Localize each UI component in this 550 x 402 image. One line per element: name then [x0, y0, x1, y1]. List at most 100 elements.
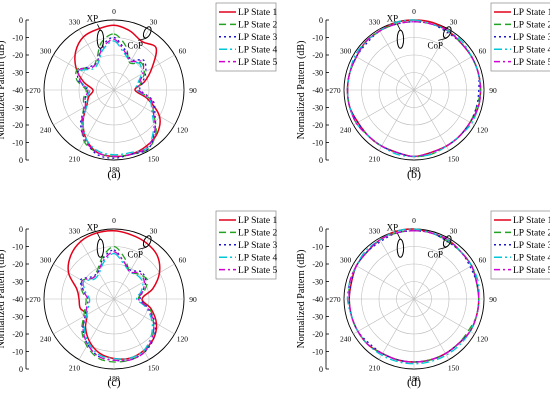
xp-annotation: XP — [387, 13, 399, 23]
angle-tick-label: 330 — [369, 227, 381, 236]
angle-tick-label: 300 — [340, 256, 352, 265]
legend-label-3: LP State 3 — [238, 241, 277, 251]
angle-tick-label: 150 — [148, 363, 160, 372]
angle-tick-label: 180 — [108, 165, 120, 174]
grid-spoke — [113, 298, 175, 335]
y-axis-title: Normalized Pattern (dB) — [296, 41, 307, 140]
radial-tick-label: 0 — [319, 225, 323, 234]
radial-tick-label: -10 — [12, 34, 23, 43]
angle-tick-label: 30 — [450, 227, 458, 236]
grid-spoke — [113, 89, 150, 151]
radial-tick-label: -40 — [12, 295, 23, 304]
y-axis-title: Normalized Pattern (dB) — [296, 250, 307, 349]
series-curve-5 — [348, 230, 480, 363]
legend-label-2: LP State 2 — [513, 229, 550, 239]
panel-label: (a) — [107, 167, 120, 181]
radial-tick-label: -20 — [312, 121, 323, 130]
grid-spoke — [413, 298, 450, 360]
angle-tick-label: 210 — [369, 154, 381, 163]
radial-tick-label: -30 — [312, 104, 323, 113]
angle-tick-label: 0 — [412, 7, 416, 16]
grid-spoke — [78, 29, 115, 91]
radial-tick-label: -30 — [12, 69, 23, 78]
angle-tick-label: 330 — [369, 18, 381, 27]
angle-tick-label: 330 — [69, 18, 81, 27]
angle-tick-label: 90 — [189, 295, 197, 304]
angle-tick-label: 240 — [40, 335, 52, 344]
grid-spoke — [78, 238, 115, 300]
legend-label-5: LP State 5 — [238, 58, 277, 68]
radial-tick-label: 0 — [19, 156, 23, 165]
legend-label-3: LP State 3 — [238, 33, 277, 43]
grid-spoke — [78, 298, 115, 360]
series-curve-4 — [78, 40, 155, 156]
angle-tick-label: 30 — [150, 227, 158, 236]
xp-leader-line — [97, 24, 101, 31]
angle-tick-label: 0 — [412, 216, 416, 225]
panel-label: (d) — [407, 375, 421, 389]
angle-tick-label: 240 — [40, 126, 52, 135]
radial-tick-label: -10 — [312, 34, 323, 43]
grid-spoke — [378, 298, 415, 360]
cop-annotation: CoP — [427, 249, 443, 259]
angle-tick-label: 270 — [329, 295, 341, 304]
polar-chart-1: 0 30 60 90 120 150 180 210 240 270 300 330 0 0 -10 -10 -… — [0, 2, 277, 181]
legend-label-4: LP State 4 — [513, 253, 550, 263]
y-axis-title: Normalized Pattern (dB) — [0, 41, 7, 140]
radial-tick-label: -20 — [312, 51, 323, 60]
angle-tick-label: 300 — [40, 47, 52, 56]
panel-label: (c) — [107, 375, 120, 389]
legend-label-2: LP State 2 — [513, 21, 550, 31]
legend-label-3: LP State 3 — [513, 33, 550, 43]
legend: LP State 1 LP State 2 LP State 3 LP State 4… — [490, 2, 550, 72]
angle-tick-label: 210 — [69, 363, 81, 372]
grid-spoke — [113, 89, 175, 126]
cop-leader-line — [138, 247, 147, 250]
cop-annotation: CoP — [127, 249, 143, 259]
radial-tick-label: -20 — [12, 260, 23, 269]
radial-tick-label: -30 — [312, 313, 323, 322]
angle-tick-label: 270 — [29, 86, 41, 95]
angle-tick-label: 180 — [108, 374, 120, 383]
grid-spoke — [413, 89, 475, 126]
series-curve-3 — [348, 230, 480, 363]
angle-tick-label: 150 — [148, 154, 160, 163]
grid-spoke — [413, 298, 475, 335]
radial-tick-label: -10 — [312, 243, 323, 252]
angle-tick-label: 30 — [450, 18, 458, 27]
cop-marker-ellipse — [142, 26, 152, 39]
grid-spoke — [353, 298, 415, 335]
radial-tick-label: -10 — [12, 348, 23, 357]
grid-spoke — [378, 238, 415, 300]
angle-tick-label: 90 — [189, 86, 197, 95]
radial-tick-label: -20 — [12, 330, 23, 339]
radial-tick-label: -40 — [12, 86, 23, 95]
polar-chart-3: 0 30 60 90 120 150 180 210 240 270 300 330 0 0 -10 -10 -… — [0, 210, 277, 389]
legend-label-2: LP State 2 — [238, 229, 277, 239]
cop-leader-line — [438, 247, 447, 250]
angle-tick-label: 210 — [69, 154, 81, 163]
angle-tick-label: 120 — [177, 126, 189, 135]
xp-leader-line — [397, 233, 401, 240]
series-curve-4 — [82, 252, 154, 360]
grid-spoke — [353, 263, 415, 300]
angle-tick-label: 240 — [340, 335, 352, 344]
angle-tick-label: 210 — [369, 363, 381, 372]
legend-label-4: LP State 4 — [238, 45, 277, 55]
radial-tick-label: 0 — [19, 16, 23, 25]
radial-tick-label: -20 — [12, 121, 23, 130]
angle-tick-label: 180 — [408, 374, 420, 383]
angle-tick-label: 150 — [448, 154, 460, 163]
legend: LP State 1 LP State 2 LP State 3 LP State 4… — [490, 210, 550, 280]
legend-label-1: LP State 1 — [238, 216, 277, 226]
radial-tick-label: -30 — [12, 278, 23, 287]
radial-tick-label: -30 — [12, 313, 23, 322]
angle-tick-label: 0 — [112, 216, 116, 225]
series-curve-3 — [76, 36, 157, 159]
grid-spoke — [53, 298, 115, 335]
radial-tick-label: -20 — [312, 260, 323, 269]
angle-tick-label: 180 — [408, 165, 420, 174]
grid-spoke — [378, 89, 415, 151]
angle-tick-label: 330 — [69, 227, 81, 236]
